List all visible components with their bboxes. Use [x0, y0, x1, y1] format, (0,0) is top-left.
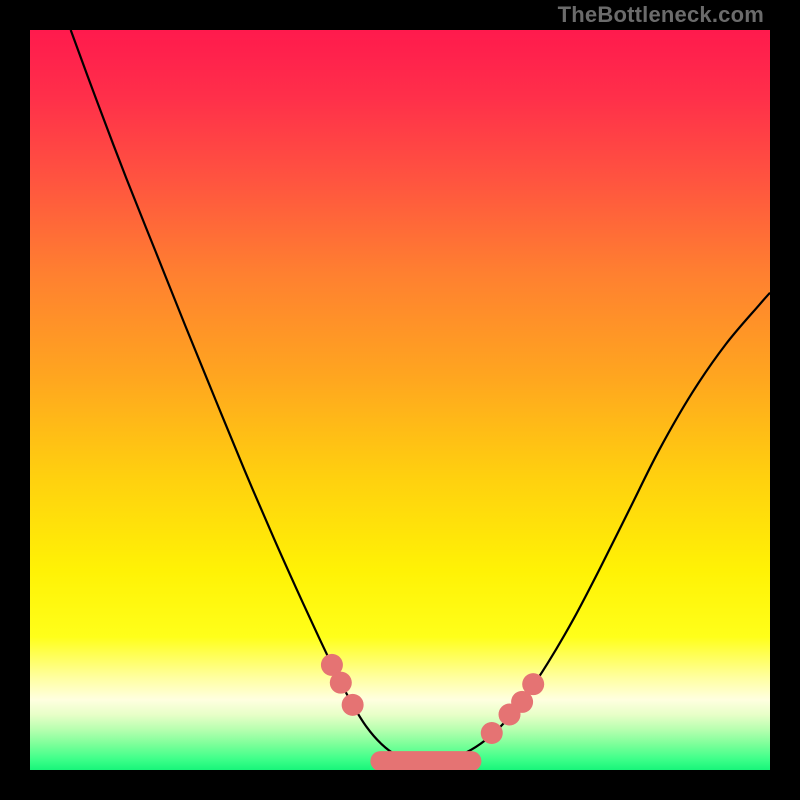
watermark-text: TheBottleneck.com: [558, 2, 764, 28]
marker-dot: [522, 673, 544, 695]
plot-area: [30, 30, 770, 770]
frame-border-left: [0, 0, 30, 800]
plot-background: [30, 30, 770, 770]
marker-dot: [342, 694, 364, 716]
marker-dot: [330, 672, 352, 694]
marker-dot: [481, 722, 503, 744]
plot-svg: [30, 30, 770, 770]
frame-border-bottom: [0, 770, 800, 800]
marker-bottom-bar: [370, 751, 481, 770]
frame-border-right: [770, 0, 800, 800]
